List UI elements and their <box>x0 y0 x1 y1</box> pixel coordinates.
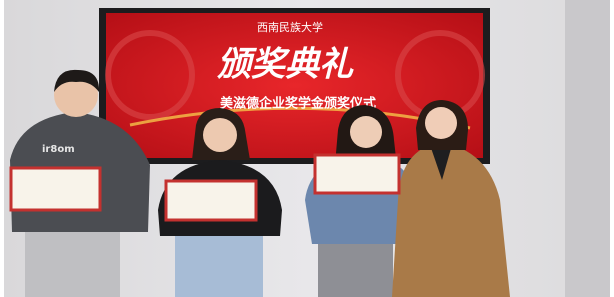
page: {"screen": {"university": "西南民族大学", "tit… <box>0 0 614 297</box>
certificate <box>166 181 256 220</box>
photo: 西南民族大学 颁奖典礼 美滋德企业奖学金颁奖仪式 ir8om <box>0 0 614 297</box>
certificate <box>315 155 399 193</box>
screen-title: 颁奖典礼 <box>217 45 354 85</box>
wall-edge <box>565 0 610 297</box>
svg-text:ir8om: ir8om <box>42 144 75 155</box>
certificate <box>11 168 100 210</box>
screen-university: 西南民族大学 <box>257 20 323 34</box>
